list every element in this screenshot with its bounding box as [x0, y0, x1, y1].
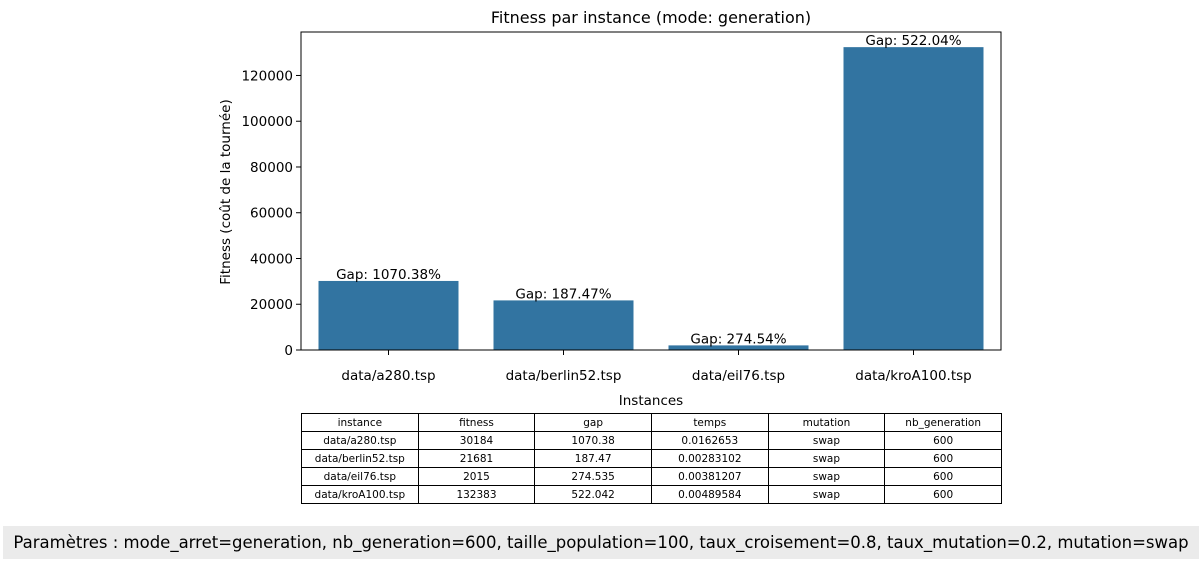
cell-nb-generation: 600 — [884, 485, 1002, 504]
cell-temps: 0.0162653 — [650, 431, 769, 450]
plot-area: data/a280.tsp Gap: 1070.38% data/berlin52.… — [241, 31, 1002, 384]
header-mutation: mutation — [767, 413, 886, 432]
cell-gap: 522.042 — [534, 485, 652, 504]
bar — [843, 47, 984, 350]
table-row: data/a280.tsp 30184 1070.38 0.0162653 sw… — [301, 431, 1002, 450]
table-header-row: instance fitness gap temps mutation nb_g… — [301, 413, 1002, 432]
x-tick-label: data/berlin52.tsp — [506, 368, 622, 384]
bar — [493, 300, 634, 350]
cell-mutation: swap — [767, 449, 886, 468]
data-label: Gap: 522.04% — [865, 33, 961, 49]
y-tick-label: 80000 — [250, 160, 293, 176]
cell-nb-generation: 600 — [884, 467, 1002, 486]
table-row: data/eil76.tsp 2015 274.535 0.00381207 s… — [301, 467, 1002, 486]
cell-nb-generation: 600 — [884, 449, 1002, 468]
y-tick-label: 100000 — [241, 114, 293, 130]
bar — [668, 345, 809, 350]
chart-title: Fitness par instance (mode: generation) — [491, 8, 811, 27]
cell-gap: 187.47 — [534, 449, 652, 468]
y-tick-label: 60000 — [250, 206, 293, 222]
cell-fitness: 30184 — [417, 431, 536, 450]
cell-gap: 274.535 — [534, 467, 652, 486]
parameters-caption: Paramètres : mode_arret=generation, nb_g… — [3, 526, 1199, 559]
results-table: instance fitness gap temps mutation nb_g… — [301, 413, 1002, 504]
data-label: Gap: 1070.38% — [336, 267, 441, 283]
cell-mutation: swap — [767, 485, 886, 504]
x-tick-label: data/a280.tsp — [341, 368, 435, 384]
table-row: data/berlin52.tsp 21681 187.47 0.0028310… — [301, 449, 1002, 468]
y-tick-label: 40000 — [250, 251, 293, 267]
table-row: data/kroA100.tsp 132383 522.042 0.004895… — [301, 485, 1002, 504]
x-tick-label: data/kroA100.tsp — [855, 368, 971, 384]
x-tick-label: data/eil76.tsp — [692, 368, 785, 384]
cell-instance: data/eil76.tsp — [301, 467, 419, 486]
data-label: Gap: 187.47% — [515, 286, 611, 302]
cell-temps: 0.00381207 — [650, 467, 769, 486]
cell-gap: 1070.38 — [534, 431, 652, 450]
cell-temps: 0.00283102 — [650, 449, 769, 468]
cell-fitness: 132383 — [417, 485, 536, 504]
cell-instance: data/kroA100.tsp — [301, 485, 419, 504]
plot-frame — [300, 31, 1002, 351]
y-tick-label: 20000 — [250, 297, 293, 313]
header-nb-generation: nb_generation — [884, 413, 1002, 432]
cell-fitness: 21681 — [417, 449, 536, 468]
bar — [318, 280, 459, 350]
y-axis-label: Fitness (coût de la tournée) — [218, 99, 234, 284]
header-gap: gap — [534, 413, 652, 432]
header-instance: instance — [301, 413, 419, 432]
cell-mutation: swap — [767, 467, 886, 486]
cell-instance: data/berlin52.tsp — [301, 449, 419, 468]
y-tick-label: 0 — [284, 343, 293, 359]
header-temps: temps — [650, 413, 769, 432]
cell-temps: 0.00489584 — [650, 485, 769, 504]
x-axis-label: Instances — [619, 393, 683, 409]
cell-mutation: swap — [767, 431, 886, 450]
cell-nb-generation: 600 — [884, 431, 1002, 450]
data-label: Gap: 274.54% — [690, 331, 786, 347]
header-fitness: fitness — [417, 413, 536, 432]
cell-fitness: 2015 — [417, 467, 536, 486]
y-tick-label: 120000 — [241, 68, 293, 84]
fitness-bar-chart: Fitness par instance (mode: generation) … — [218, 8, 1002, 409]
cell-instance: data/a280.tsp — [301, 431, 419, 450]
